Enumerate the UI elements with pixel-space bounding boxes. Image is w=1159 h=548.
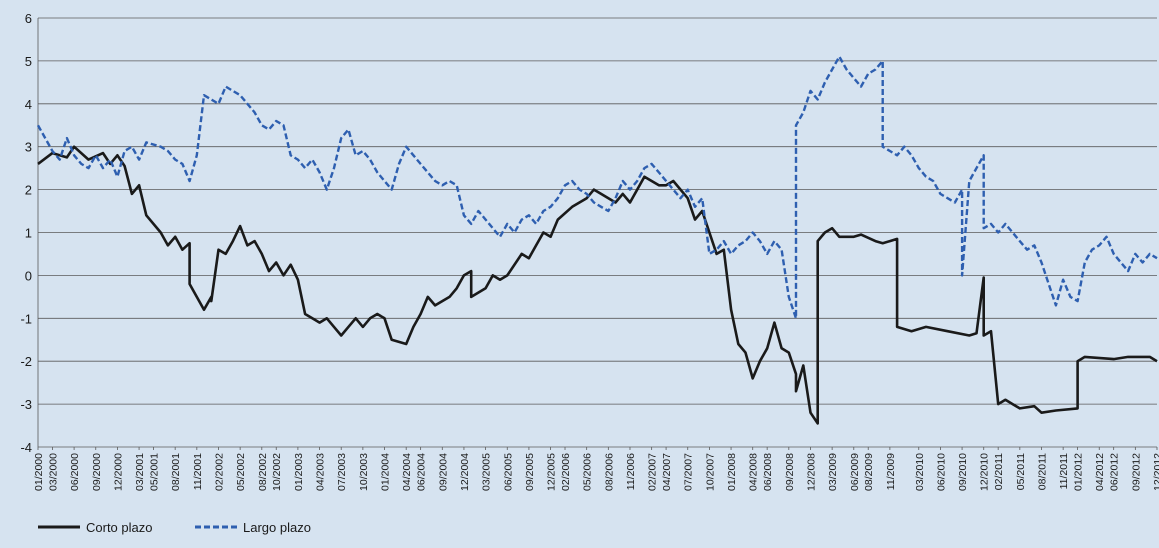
y-axis: -4 -3 -2 -1 0 1 2 3 4 5 6 bbox=[20, 11, 39, 455]
series-line-largo-plazo bbox=[36, 55, 1158, 320]
series-line-corto-plazo bbox=[37, 145, 1158, 425]
x-tick-label: 09/2010 bbox=[957, 453, 969, 491]
x-tick-label: 08/2001 bbox=[170, 453, 182, 491]
y-tick-label: -4 bbox=[20, 440, 32, 455]
x-tick-label: 01/2003 bbox=[293, 453, 305, 491]
x-tick-label: 01/2012 bbox=[1073, 453, 1085, 491]
y-tick-label: -2 bbox=[20, 354, 32, 369]
x-tick-label: 09/2012 bbox=[1130, 453, 1142, 491]
x-tick-label: 10/2002 bbox=[271, 453, 283, 491]
x-tick-label: 06/2010 bbox=[935, 453, 947, 491]
x-tick-label: 12/2004 bbox=[459, 453, 471, 491]
legend-item-corto: Corto plazo bbox=[38, 520, 152, 535]
legend-item-largo: Largo plazo bbox=[195, 520, 311, 535]
x-tick-label: 11/2001 bbox=[192, 453, 204, 490]
x-tick-label: 01/2008 bbox=[726, 453, 738, 491]
x-tick-label: 07/2007 bbox=[683, 453, 695, 491]
x-tick-label: 03/2010 bbox=[914, 453, 926, 491]
x-tick-label: 12/2008 bbox=[805, 453, 817, 491]
y-tick-label: 3 bbox=[25, 140, 32, 155]
gridlines bbox=[38, 17, 1157, 448]
x-tick-label: 05/2001 bbox=[149, 453, 161, 491]
x-tick-label: 11/2011 bbox=[1058, 453, 1070, 490]
y-tick-label: -3 bbox=[20, 397, 32, 412]
x-tick-label: 09/2004 bbox=[437, 453, 449, 491]
x-tick-label: 06/2009 bbox=[849, 453, 861, 491]
y-tick-label: 1 bbox=[25, 226, 32, 241]
x-tick-label: 07/2003 bbox=[336, 453, 348, 491]
x-axis: 01/2000 03/2000 06/2000 09/2000 12/2000 03/20… bbox=[33, 447, 1159, 491]
x-tick-label: 05/2002 bbox=[235, 453, 247, 491]
x-tick-label: 06/2012 bbox=[1109, 453, 1121, 491]
x-tick-label: 11/2006 bbox=[625, 453, 637, 490]
x-tick-label: 08/2009 bbox=[863, 453, 875, 491]
x-tick-label: 04/2007 bbox=[661, 453, 673, 491]
x-tick-label: 09/2008 bbox=[784, 453, 796, 491]
legend-label-corto: Corto plazo bbox=[86, 520, 152, 535]
x-tick-label: 05/2011 bbox=[1015, 453, 1027, 490]
x-tick-label: 04/2008 bbox=[748, 453, 760, 491]
y-tick-label: 5 bbox=[25, 54, 32, 69]
x-tick-label: 05/2006 bbox=[582, 453, 594, 491]
x-tick-label: 12/2010 bbox=[979, 453, 991, 491]
x-tick-label: 12/2000 bbox=[112, 453, 124, 491]
x-tick-label: 09/2000 bbox=[91, 453, 103, 491]
x-tick-label: 12/2012 bbox=[1152, 453, 1159, 491]
x-tick-label: 06/2004 bbox=[416, 453, 428, 491]
y-tick-label: 2 bbox=[25, 183, 32, 198]
y-tick-label: -1 bbox=[20, 311, 32, 326]
x-tick-label: 01/2004 bbox=[380, 453, 392, 491]
x-tick-label: 03/2000 bbox=[47, 453, 59, 491]
x-tick-label: 03/2009 bbox=[827, 453, 839, 491]
x-tick-label: 04/2003 bbox=[315, 453, 327, 491]
x-tick-label: 03/2001 bbox=[134, 453, 146, 491]
x-tick-label: 03/2005 bbox=[481, 453, 493, 491]
y-tick-label: 6 bbox=[25, 11, 32, 26]
series-group bbox=[36, 55, 1158, 425]
x-tick-label: 06/2005 bbox=[502, 453, 514, 491]
x-tick-label: 08/2006 bbox=[603, 453, 615, 491]
x-tick-label: 06/2000 bbox=[69, 453, 81, 491]
x-tick-label: 10/2003 bbox=[358, 453, 370, 491]
x-tick-label: 06/2008 bbox=[762, 453, 774, 491]
x-tick-label: 01/2000 bbox=[33, 453, 45, 491]
x-tick-label: 08/2011 bbox=[1036, 453, 1048, 490]
x-tick-label: 04/2004 bbox=[401, 453, 413, 491]
legend: Corto plazo Largo plazo bbox=[38, 520, 311, 535]
y-tick-label: 0 bbox=[25, 268, 32, 283]
x-tick-label: 12/2005 bbox=[546, 453, 558, 491]
x-tick-label: 02/2007 bbox=[647, 453, 659, 491]
y-tick-label: 4 bbox=[25, 97, 32, 112]
x-tick-label: 02/2002 bbox=[213, 453, 225, 491]
x-tick-label: 11/2009 bbox=[885, 453, 897, 490]
x-tick-label: 08/2002 bbox=[257, 453, 269, 491]
x-tick-label: 10/2007 bbox=[704, 453, 716, 491]
legend-label-largo: Largo plazo bbox=[243, 520, 311, 535]
x-tick-label: 02/2011 bbox=[993, 453, 1005, 490]
x-tick-label: 09/2005 bbox=[524, 453, 536, 491]
x-tick-label: 04/2012 bbox=[1094, 453, 1106, 491]
x-tick-label: 02/2006 bbox=[560, 453, 572, 491]
